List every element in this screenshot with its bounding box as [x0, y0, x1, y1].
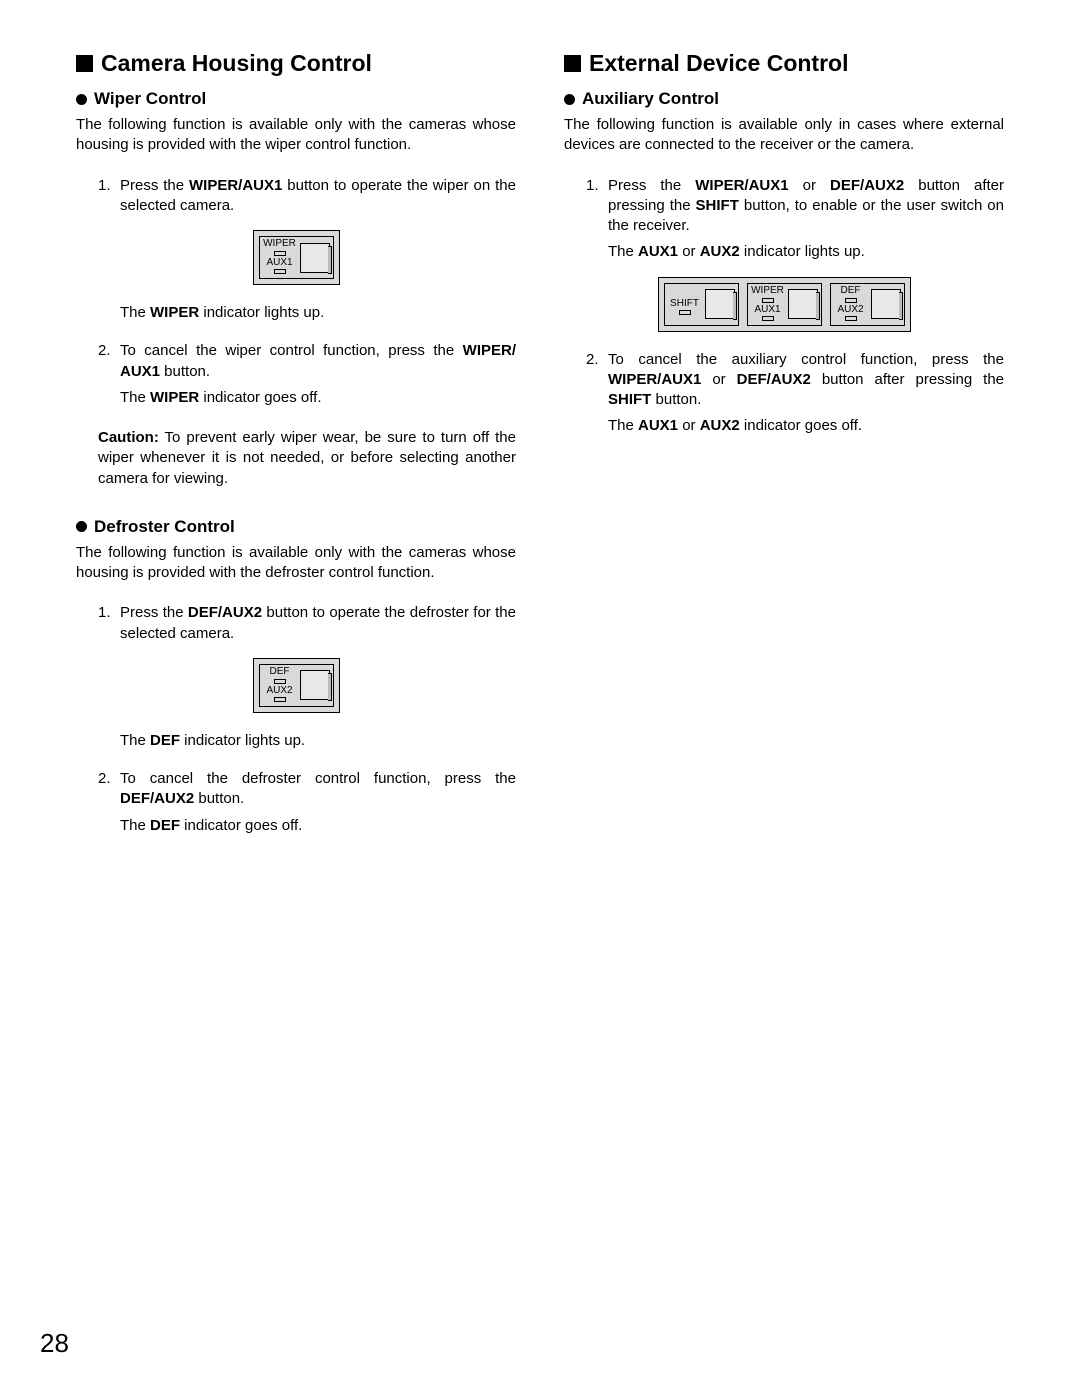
- subsection-heading-wiper: Wiper Control: [76, 89, 516, 109]
- bullet-icon: [564, 94, 575, 105]
- defroster-button-figure: DEF AUX2: [76, 658, 516, 713]
- button-row: SHIFT WIPER AUX1: [658, 277, 911, 332]
- label-top: WIPER: [263, 239, 296, 249]
- two-column-layout: Camera Housing Control Wiper Control The…: [76, 50, 1004, 836]
- step-text: Press the WIPER/AUX1 or DEF/AUX2 button …: [608, 177, 1004, 235]
- step-text: To cancel the wiper control function, pr…: [120, 342, 516, 379]
- step-text: To cancel the auxiliary control function…: [608, 351, 1004, 409]
- section-heading-camera-housing: Camera Housing Control: [76, 50, 516, 77]
- led-icon: [762, 316, 774, 321]
- button-labels: DEF AUX2: [834, 286, 868, 323]
- step-number: 2.: [98, 341, 111, 361]
- wiper-button-figure: WIPER AUX1: [76, 230, 516, 285]
- right-column: External Device Control Auxiliary Contro…: [564, 50, 1004, 836]
- step-text: Press the WIPER/AUX1 button to operate t…: [120, 177, 516, 214]
- wiper-step2-line2: The WIPER indicator goes off.: [120, 388, 516, 408]
- manual-page: Camera Housing Control Wiper Control The…: [0, 0, 1080, 1399]
- wiper-indicator-note: The WIPER indicator lights up.: [120, 303, 516, 323]
- led-icon: [845, 298, 857, 303]
- led-icon: [274, 251, 286, 256]
- label-shift: SHIFT: [670, 299, 699, 309]
- button-labels: WIPER AUX1: [751, 286, 785, 323]
- wiper-aux1-button-diagram: WIPER AUX1: [747, 283, 822, 326]
- aux-step1-line2: The AUX1 or AUX2 indicator lights up.: [608, 242, 1004, 262]
- button-row: DEF AUX2: [253, 658, 340, 713]
- defroster-step2-line2: The DEF indicator goes off.: [120, 816, 516, 836]
- left-column: Camera Housing Control Wiper Control The…: [76, 50, 516, 836]
- subheading-text: Defroster Control: [94, 517, 235, 537]
- label-bottom: AUX2: [837, 305, 863, 315]
- defroster-step-1: 1. Press the DEF/AUX2 button to operate …: [98, 603, 516, 644]
- button-cap-icon: [788, 289, 818, 319]
- defroster-intro-text: The following function is available only…: [76, 543, 516, 584]
- aux-step2-line2: The AUX1 or AUX2 indicator goes off.: [608, 416, 1004, 436]
- wiper-step-1: 1. Press the WIPER/AUX1 button to operat…: [98, 176, 516, 217]
- heading-text: External Device Control: [589, 50, 848, 77]
- aux-step-2: 2. To cancel the auxiliary control funct…: [586, 350, 1004, 411]
- subsection-heading-defroster: Defroster Control: [76, 517, 516, 537]
- subheading-text: Wiper Control: [94, 89, 206, 109]
- bullet-icon: [76, 94, 87, 105]
- step-number: 2.: [586, 350, 599, 370]
- square-bullet-icon: [564, 55, 581, 72]
- square-bullet-icon: [76, 55, 93, 72]
- wiper-step-2: 2. To cancel the wiper control function,…: [98, 341, 516, 382]
- button-row: WIPER AUX1: [253, 230, 340, 285]
- button-labels: DEF AUX2: [263, 667, 297, 704]
- led-icon: [762, 298, 774, 303]
- label-bottom: AUX1: [266, 258, 292, 268]
- subsection-heading-auxiliary: Auxiliary Control: [564, 89, 1004, 109]
- label-bottom: AUX1: [754, 305, 780, 315]
- section-heading-external-device: External Device Control: [564, 50, 1004, 77]
- step-number: 1.: [98, 603, 111, 623]
- def-aux2-button-diagram: DEF AUX2: [830, 283, 905, 326]
- led-icon: [679, 310, 691, 315]
- wiper-aux1-button-diagram: WIPER AUX1: [259, 236, 334, 279]
- button-cap-icon: [705, 289, 735, 319]
- page-number: 28: [40, 1328, 69, 1359]
- heading-text: Camera Housing Control: [101, 50, 372, 77]
- aux-step-1: 1. Press the WIPER/AUX1 or DEF/AUX2 butt…: [586, 176, 1004, 237]
- led-icon: [274, 679, 286, 684]
- led-icon: [274, 697, 286, 702]
- label-bottom: AUX2: [266, 686, 292, 696]
- def-aux2-button-diagram: DEF AUX2: [259, 664, 334, 707]
- button-cap-icon: [300, 670, 330, 700]
- aux-intro-text: The following function is available only…: [564, 115, 1004, 156]
- defroster-step-2: 2. To cancel the defroster control funct…: [98, 769, 516, 810]
- wiper-intro-text: The following function is available only…: [76, 115, 516, 156]
- label-top: DEF: [841, 286, 861, 296]
- shift-button-diagram: SHIFT: [664, 283, 739, 326]
- button-labels: SHIFT: [668, 291, 702, 317]
- step-number: 1.: [98, 176, 111, 196]
- step-number: 1.: [586, 176, 599, 196]
- wiper-caution: Caution: To prevent early wiper wear, be…: [98, 428, 516, 489]
- bullet-icon: [76, 521, 87, 532]
- led-icon: [274, 269, 286, 274]
- step-number: 2.: [98, 769, 111, 789]
- subheading-text: Auxiliary Control: [582, 89, 719, 109]
- step-text: Press the DEF/AUX2 button to operate the…: [120, 604, 516, 641]
- label-top: DEF: [270, 667, 290, 677]
- defroster-indicator-note: The DEF indicator lights up.: [120, 731, 516, 751]
- label-top: WIPER: [751, 286, 784, 296]
- aux-button-figure: SHIFT WIPER AUX1: [564, 277, 1004, 332]
- step-text: To cancel the defroster control function…: [120, 770, 516, 807]
- button-cap-icon: [871, 289, 901, 319]
- led-icon: [845, 316, 857, 321]
- button-labels: WIPER AUX1: [263, 239, 297, 276]
- button-cap-icon: [300, 243, 330, 273]
